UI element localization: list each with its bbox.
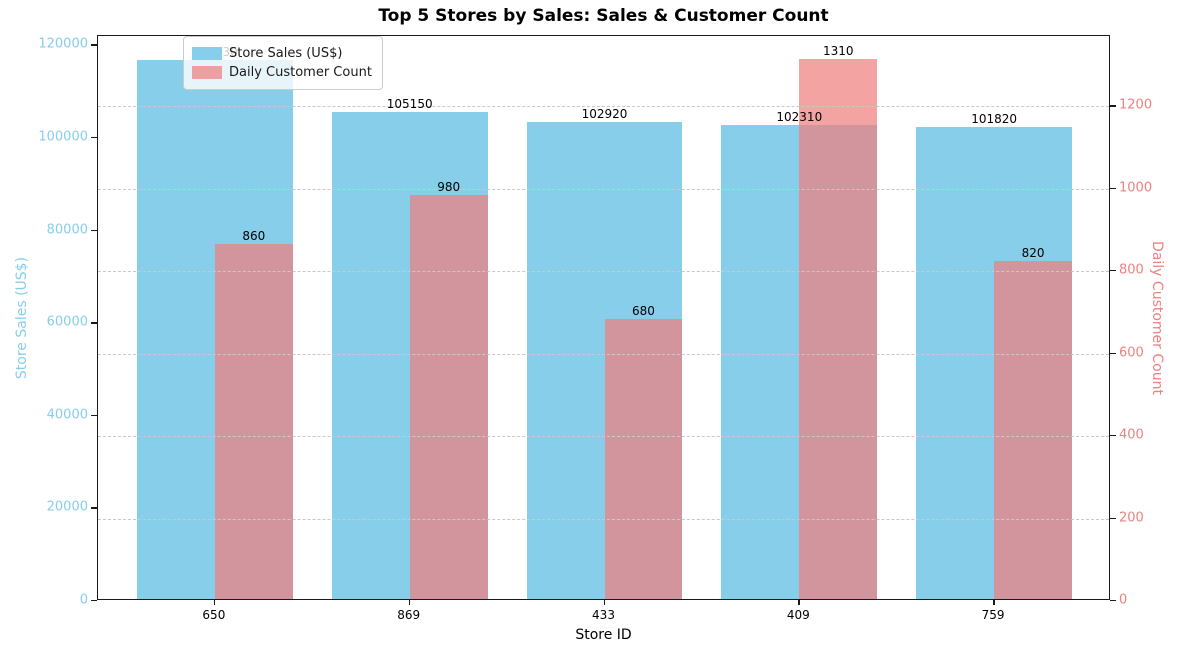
right-tick-mark (1110, 517, 1116, 519)
chart-title: Top 5 Stores by Sales: Sales & Customer … (378, 6, 829, 26)
left-tick-mark (91, 322, 97, 324)
right-tick-mark (1110, 435, 1116, 437)
right-tick-label: 0 (1119, 592, 1128, 608)
left-tick-label: 120000 (38, 36, 88, 52)
customer-value-label: 820 (1021, 245, 1045, 260)
right-tick-label: 600 (1119, 345, 1144, 361)
customer-value-label: 980 (437, 179, 461, 194)
x-tick-mark (408, 600, 411, 605)
x-tick-label: 409 (786, 608, 810, 622)
sales-value-label: 102920 (581, 107, 628, 122)
left-tick-mark (91, 229, 97, 231)
left-tick-mark (91, 507, 97, 509)
left-tick-label: 60000 (46, 314, 88, 330)
x-tick-label: 869 (397, 608, 421, 622)
legend-label: Daily Customer Count (229, 65, 372, 80)
right-tick-label: 1200 (1119, 97, 1153, 113)
gridline (98, 518, 1109, 520)
x-tick-label: 650 (202, 608, 226, 622)
right-axis-title: Daily Customer Count (1149, 241, 1165, 395)
left-tick-label: 40000 (46, 407, 88, 423)
gridline (98, 106, 1109, 108)
left-tick-mark (91, 600, 97, 602)
x-tick-label: 433 (592, 608, 615, 622)
customer-bar (994, 260, 1073, 599)
left-tick-label: 0 (79, 592, 88, 608)
right-tick-mark (1110, 270, 1116, 272)
customer-bar (214, 244, 293, 599)
legend-label: Store Sales (US$) (229, 46, 343, 61)
legend-entry: Store Sales (US$) (192, 44, 372, 63)
x-tick-mark (603, 600, 605, 605)
legend: Store Sales (US$) Daily Customer Count (183, 36, 383, 90)
x-tick-mark (213, 600, 216, 605)
right-tick-mark (1110, 187, 1116, 189)
x-axis-title: Store ID (575, 627, 632, 643)
customer-bar (799, 58, 878, 599)
customer-bar (409, 194, 488, 599)
gridline (98, 436, 1109, 438)
left-tick-label: 20000 (46, 499, 88, 515)
gridline (98, 188, 1109, 190)
x-tick-label: 759 (981, 608, 1005, 622)
right-tick-mark (1110, 600, 1116, 602)
left-tick-label: 100000 (38, 129, 88, 145)
left-tick-mark (91, 136, 97, 139)
customer-value-label: 1310 (822, 43, 854, 58)
left-tick-mark (91, 414, 97, 417)
customer-bar (604, 318, 683, 599)
customer-value-label: 860 (242, 229, 266, 244)
plot-area: 1163308601051509801029206801023101310101… (97, 35, 1110, 600)
right-tick-label: 800 (1119, 262, 1144, 278)
x-tick-mark (798, 600, 800, 605)
gridline (98, 271, 1109, 273)
customer-value-label: 680 (632, 303, 655, 318)
gridline (98, 353, 1109, 355)
left-tick-mark (91, 44, 97, 46)
sales-value-label: 101820 (971, 112, 1018, 127)
right-tick-mark (1110, 352, 1116, 354)
right-tick-mark (1110, 105, 1116, 107)
right-tick-label: 200 (1119, 510, 1144, 526)
right-tick-label: 1000 (1119, 180, 1153, 196)
sales-value-label: 105150 (386, 97, 433, 112)
x-tick-mark (993, 600, 995, 605)
left-tick-label: 80000 (46, 222, 88, 237)
legend-entry: Daily Customer Count (192, 63, 372, 82)
legend-swatch (192, 47, 222, 60)
sales-value-label: 102310 (776, 110, 823, 125)
right-tick-label: 400 (1119, 427, 1144, 443)
legend-swatch (192, 66, 222, 79)
